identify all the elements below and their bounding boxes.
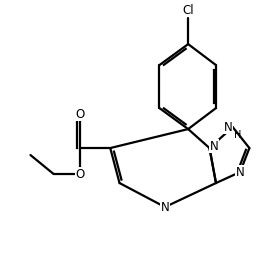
Text: O: O (76, 167, 85, 181)
Text: N: N (224, 120, 233, 134)
Text: O: O (75, 108, 84, 120)
Text: H: H (234, 130, 241, 140)
Text: N: N (210, 140, 218, 153)
Text: Cl: Cl (182, 4, 194, 17)
Text: N: N (161, 200, 169, 214)
Text: N: N (236, 166, 244, 179)
